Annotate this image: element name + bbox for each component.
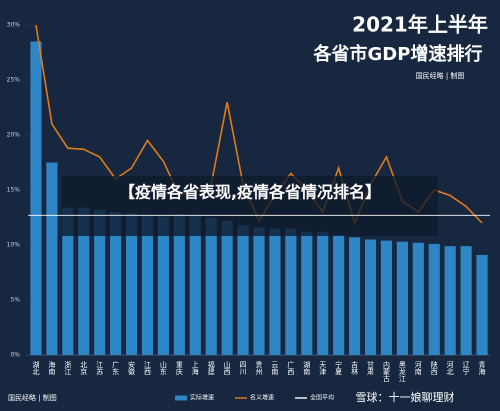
x-tick-label: 云南 bbox=[271, 361, 279, 375]
bar bbox=[349, 237, 361, 355]
plot: 0% 5% 10% 15% 20% 25% 30% 湖北 海南 浙江 北京 江苏 广东 安徽 江西 山东 重庆上… bbox=[7, 22, 490, 383]
bar bbox=[141, 215, 154, 355]
y-tick-label: 10% bbox=[7, 242, 21, 249]
y-tick-label: 20% bbox=[7, 132, 21, 139]
bar bbox=[110, 212, 122, 355]
x-tick-label: 湖北 bbox=[32, 360, 40, 376]
bar bbox=[189, 215, 201, 355]
bar bbox=[364, 239, 377, 355]
chart-title: 2021年上半年 bbox=[352, 13, 488, 37]
bar bbox=[237, 225, 249, 355]
x-tick-label: 上海 bbox=[191, 360, 199, 376]
bar bbox=[173, 214, 185, 355]
bar bbox=[460, 246, 472, 355]
x-tick-label: 甘肃 bbox=[367, 360, 375, 376]
bar bbox=[221, 220, 233, 355]
y-tick-label: 0% bbox=[10, 352, 20, 359]
x-tick-label: 河南 bbox=[414, 361, 422, 375]
x-tick-label: 广西 bbox=[287, 360, 295, 376]
x-tick-label: 内蒙古 bbox=[382, 360, 390, 383]
legend-label: 实际增速 bbox=[190, 394, 214, 402]
x-tick-label: 山西 bbox=[223, 360, 231, 376]
legend-label: 全国平均 bbox=[310, 394, 334, 402]
bar bbox=[301, 231, 313, 355]
bar bbox=[253, 227, 265, 355]
bar bbox=[428, 243, 440, 355]
x-tick-label: 宁夏 bbox=[335, 360, 343, 375]
y-tick-label: 25% bbox=[7, 77, 21, 84]
watermark: 雪球：十一娘聊理财 bbox=[356, 390, 455, 404]
bar bbox=[476, 254, 488, 355]
x-tick-label: 江苏 bbox=[96, 361, 104, 376]
x-tick-label: 浙江 bbox=[64, 360, 72, 376]
bar bbox=[412, 242, 424, 355]
bar bbox=[157, 216, 169, 355]
bar bbox=[78, 207, 90, 355]
x-tick-label: 辽宁 bbox=[462, 361, 470, 375]
x-tick-label: 四川 bbox=[239, 361, 247, 375]
x-tick-label: 贵州 bbox=[255, 360, 263, 375]
legend-label: 名义增速 bbox=[250, 394, 274, 402]
bar bbox=[285, 228, 297, 355]
x-tick-label: 重庆 bbox=[175, 361, 183, 376]
source: 国民经略 | 制图 bbox=[416, 71, 465, 80]
bar bbox=[94, 209, 106, 355]
bar bbox=[30, 41, 42, 355]
y-tick-label: 30% bbox=[7, 22, 21, 29]
x-tick-label: 安徽 bbox=[128, 360, 136, 376]
x-tick-label: 江西 bbox=[143, 361, 151, 376]
bar bbox=[396, 241, 408, 355]
bar bbox=[125, 213, 138, 355]
bar bbox=[205, 217, 217, 355]
overlay-text: 【疫情各省表现,疫情各省情况排名】 bbox=[119, 183, 381, 202]
bar bbox=[380, 240, 393, 355]
legend-swatch bbox=[175, 395, 187, 401]
x-tick-label: 河北 bbox=[446, 361, 454, 376]
overlay-box bbox=[62, 176, 438, 236]
bar bbox=[333, 235, 345, 355]
y-tick-label: 15% bbox=[7, 187, 21, 194]
x-tick-label: 海南 bbox=[48, 360, 56, 375]
bar bbox=[269, 228, 281, 355]
bar bbox=[62, 207, 74, 355]
x-tick-label: 青海 bbox=[478, 360, 486, 376]
x-tick-label: 天津 bbox=[319, 361, 327, 376]
x-tick-label: 陕西 bbox=[430, 360, 438, 376]
x-tick-label: 吉林 bbox=[351, 361, 359, 376]
x-tick-label: 湖南 bbox=[303, 360, 311, 375]
y-tick-label: 5% bbox=[10, 297, 20, 304]
bar bbox=[46, 162, 58, 355]
bar bbox=[444, 246, 456, 355]
bar bbox=[317, 231, 329, 355]
x-tick-label: 广东 bbox=[112, 360, 120, 375]
x-tick-label: 山东 bbox=[159, 360, 167, 375]
x-tick-label: 福建 bbox=[207, 360, 215, 376]
footer: 国民经略 | 制图 bbox=[8, 393, 57, 402]
x-tick-label: 北京 bbox=[80, 361, 88, 376]
x-tick-label: 黑龙江 bbox=[398, 361, 406, 383]
chart-subtitle: 各省市GDP增速排行 bbox=[313, 43, 483, 65]
